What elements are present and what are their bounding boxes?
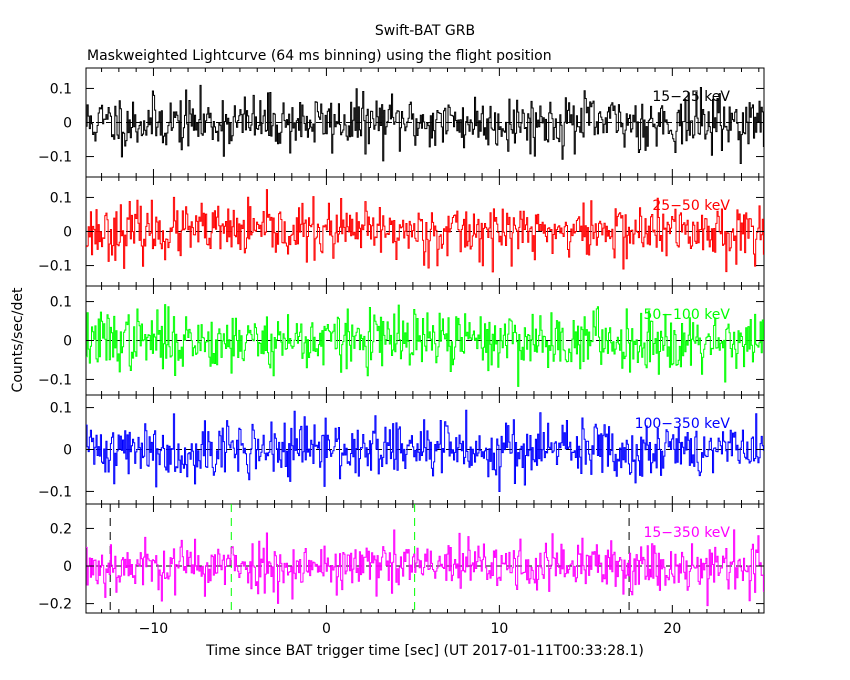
y-tick-label: −0.1	[38, 259, 72, 275]
energy-band-label: 25−50 keV	[652, 198, 730, 214]
y-tick-label: 0	[63, 116, 72, 132]
y-tick-label: −0.1	[38, 372, 72, 388]
energy-band-label: 15−350 keV	[643, 525, 730, 541]
panel-5: 0.2 0 −0.2 15−350 keV	[38, 503, 765, 614]
panel-1: 0.1 0 −0.1 15−25 keV	[38, 67, 765, 178]
energy-band-label: 100−350 keV	[635, 416, 731, 432]
panel-frame	[85, 503, 765, 614]
series-line	[86, 409, 764, 492]
series-line	[86, 189, 764, 273]
y-tick-label: −0.1	[38, 484, 72, 500]
panel-3: 0.1 0 −0.1 50−100 keV	[38, 285, 765, 396]
y-tick-label: −0.2	[38, 597, 72, 613]
y-axis-label: Counts/sec/det	[10, 287, 26, 392]
y-tick-label: 0	[63, 559, 72, 575]
y-tick-label: 0.2	[50, 521, 72, 537]
x-tick-label: 0	[322, 621, 331, 637]
series-line	[86, 84, 764, 164]
x-tick-label: 10	[490, 621, 508, 637]
y-tick-label: −0.1	[38, 150, 72, 166]
energy-band-label: 15−25 keV	[652, 89, 730, 105]
chart-subtitle: Maskweighted Lightcurve (64 ms binning) …	[87, 48, 552, 64]
y-tick-label: 0	[63, 443, 72, 459]
x-tick-label: 20	[663, 621, 681, 637]
y-tick-label: 0.1	[50, 190, 72, 206]
y-tick-label: 0.1	[50, 81, 72, 97]
y-tick-label: 0.1	[50, 401, 72, 417]
x-axis-label: Time since BAT trigger time [sec] (UT 20…	[205, 643, 644, 659]
x-tick-label: −10	[139, 621, 169, 637]
series-line	[86, 304, 764, 387]
energy-band-label: 50−100 keV	[643, 307, 730, 323]
y-tick-label: 0	[63, 334, 72, 350]
panel-4: 0.1 0 −0.1 100−350 keV	[38, 394, 765, 505]
panels-group: 0.1 0 −0.1 15−25 keV 0.1 0 −0.1 25−50 keV 0.1 0 −0…	[38, 67, 765, 637]
y-tick-label: 0.1	[50, 295, 72, 311]
series-line	[86, 529, 764, 607]
panel-2: 0.1 0 −0.1 25−50 keV	[38, 176, 765, 287]
chart-title: Swift-BAT GRB	[375, 23, 475, 39]
y-tick-label: 0	[63, 225, 72, 241]
